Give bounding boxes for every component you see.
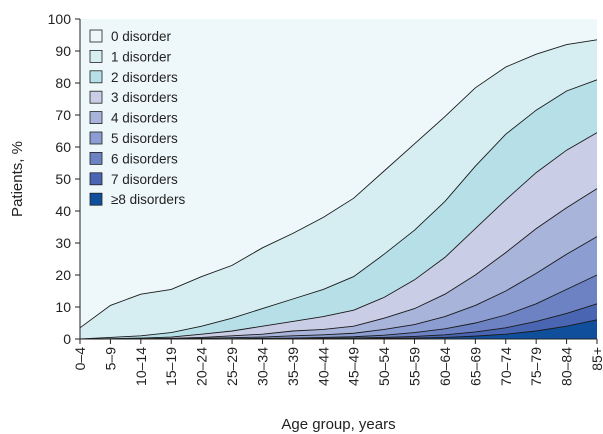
legend-label: 7 disorders xyxy=(111,172,178,187)
legend-swatch xyxy=(89,29,103,43)
x-tick-label: 20–24 xyxy=(194,347,210,386)
legend-label: ≥8 disorders xyxy=(111,192,185,207)
areas-layer xyxy=(80,19,597,340)
x-tick-label: 25–29 xyxy=(224,347,240,386)
legend-label: 6 disorders xyxy=(111,151,178,166)
legend-label: 2 disorders xyxy=(111,70,178,85)
x-axis-title: Age group, years xyxy=(281,416,395,433)
legend: 0 disorder 1 disorder 2 disorders 3 disorde… xyxy=(89,29,185,207)
area-5-disorders xyxy=(80,236,597,339)
legend-label: 0 disorder xyxy=(111,29,172,44)
legend-swatch xyxy=(89,50,103,63)
legend-label: 5 disorders xyxy=(111,131,178,146)
x-tick-label: 0–4 xyxy=(72,347,88,371)
legend-swatch xyxy=(89,111,103,124)
legend-swatch xyxy=(89,90,103,104)
x-tick-label: 45–49 xyxy=(346,347,362,386)
x-tick-label: 5–9 xyxy=(102,347,118,371)
legend-label: 1 disorder xyxy=(111,49,172,64)
area-3-disorders xyxy=(80,132,597,339)
x-tick-label: 10–14 xyxy=(133,347,149,386)
x-tick-label: 70–74 xyxy=(498,347,514,386)
y-tick-label: 100 xyxy=(48,11,72,27)
x-tick-label: 75–79 xyxy=(528,347,544,386)
legend-swatch xyxy=(89,131,103,145)
x-tick-label: 60–64 xyxy=(437,347,453,386)
y-tick-label: 70 xyxy=(55,107,71,123)
area-1-disorder xyxy=(80,39,597,340)
y-tick-label: 0 xyxy=(63,331,71,347)
x-tick-label: 15–19 xyxy=(163,347,179,386)
y-tick-label: 40 xyxy=(55,203,71,219)
x-tick-label: 40–44 xyxy=(315,347,331,386)
legend-swatch xyxy=(89,70,103,84)
legend-swatch xyxy=(89,151,103,165)
y-tick-label: 10 xyxy=(55,299,71,315)
y-tick-label: 50 xyxy=(55,171,71,187)
boundary-line xyxy=(79,132,598,340)
boundary-line xyxy=(79,39,598,329)
x-ticks: 0–4 5–9 10–14 15–19 20–24 25–29 30–34 35–39 40–4… xyxy=(72,339,603,386)
area-4-disorders xyxy=(80,188,597,339)
legend-label: 4 disorders xyxy=(111,111,178,126)
x-tick-label: 35–39 xyxy=(285,347,301,386)
x-tick-label: 55–59 xyxy=(407,347,423,386)
y-tick-label: 90 xyxy=(55,43,71,59)
area--8-disorders xyxy=(80,319,597,339)
y-tick-label: 60 xyxy=(55,139,71,155)
boundary-line xyxy=(79,79,598,340)
legend-swatch xyxy=(89,172,103,186)
x-tick-label: 85+ xyxy=(589,347,603,371)
y-tick-label: 80 xyxy=(55,75,71,91)
area-2-disorders xyxy=(80,79,597,340)
area-0-disorder xyxy=(80,19,597,328)
y-tick-label: 20 xyxy=(55,267,71,283)
y-axis-title: Patients, % xyxy=(9,141,26,217)
x-tick-label: 50–54 xyxy=(376,347,392,386)
x-tick-label: 65–69 xyxy=(467,347,483,386)
y-ticks: 0 10 20 30 40 50 60 70 80 90 100 xyxy=(48,11,80,347)
legend-swatch xyxy=(89,192,103,206)
legend-label: 3 disorders xyxy=(111,90,178,105)
x-tick-label: 80–84 xyxy=(559,347,575,386)
x-tick-label: 30–34 xyxy=(254,347,270,386)
y-tick-label: 30 xyxy=(55,235,71,251)
